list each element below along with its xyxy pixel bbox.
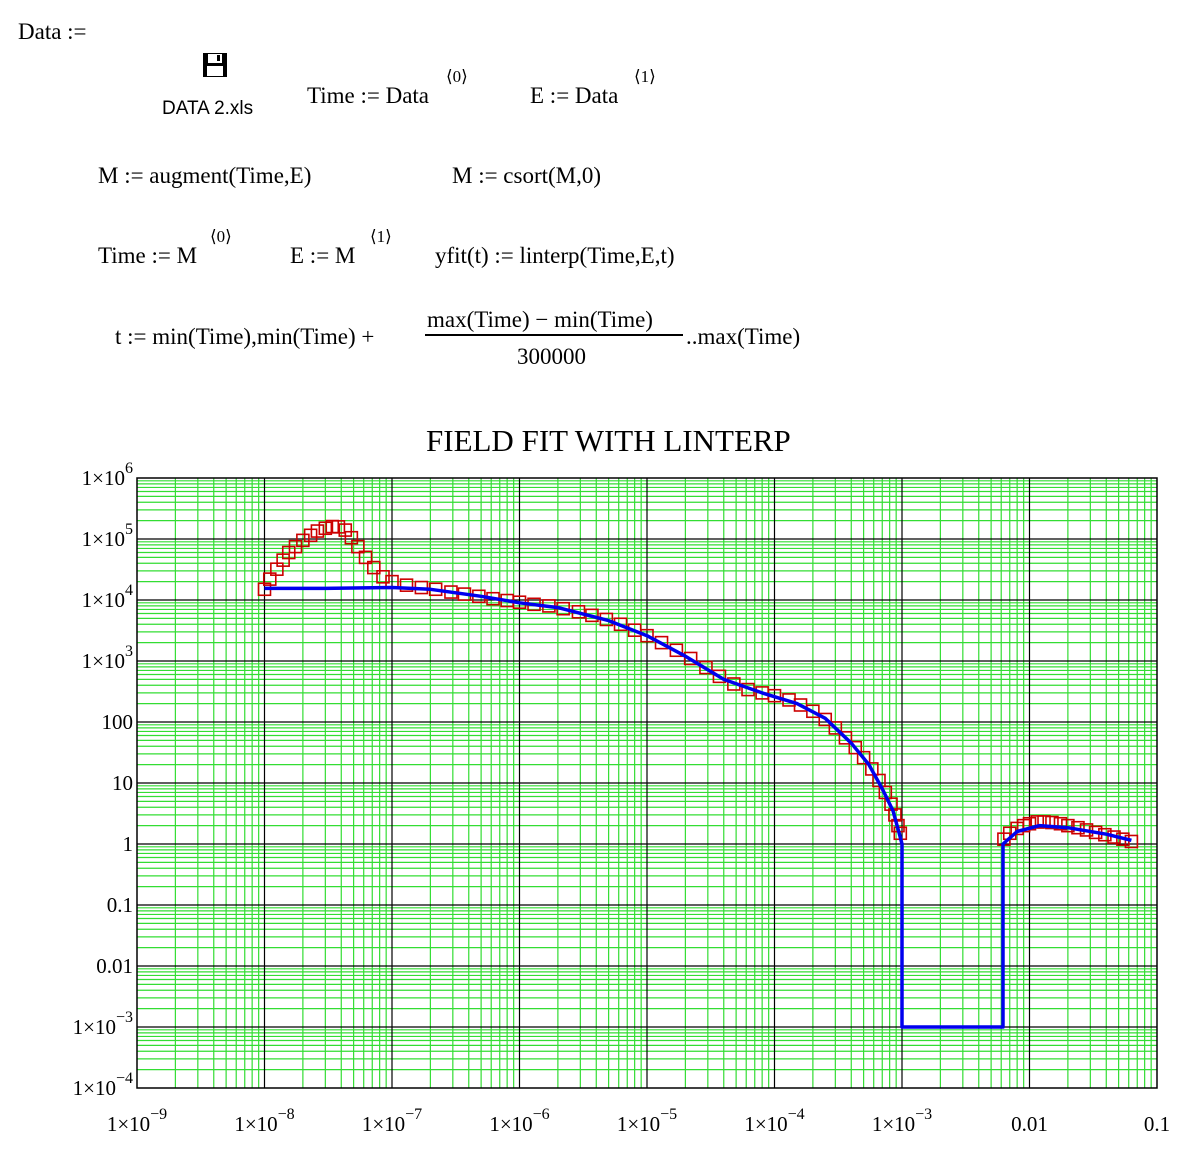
x-tick-label: 0.1 bbox=[1144, 1112, 1170, 1136]
y-tick-label: 0.1 bbox=[107, 893, 133, 917]
x-tick-label: 1×10−3 bbox=[872, 1106, 932, 1136]
data-marker bbox=[262, 572, 277, 586]
data-marker bbox=[1045, 815, 1059, 830]
data-marker bbox=[1037, 815, 1051, 829]
x-tick-label: 1×10−7 bbox=[362, 1106, 422, 1136]
data-marker bbox=[376, 570, 390, 584]
time-from-m-superscript: ⟨0⟩ bbox=[210, 227, 232, 246]
x-tick-label: 1×10−5 bbox=[617, 1106, 677, 1136]
e-definition-superscript: ⟨1⟩ bbox=[634, 67, 656, 86]
e-from-m-superscript: ⟨1⟩ bbox=[370, 227, 392, 246]
y-tick-label: 1 bbox=[123, 832, 134, 856]
data-marker bbox=[351, 539, 365, 554]
data-marker bbox=[654, 635, 669, 650]
data-marker bbox=[310, 524, 325, 538]
data-marker bbox=[838, 731, 853, 745]
y-tick-label: 1×106 bbox=[82, 460, 133, 490]
data-marker bbox=[296, 533, 310, 548]
data-marker bbox=[640, 628, 654, 643]
t-range-rhs: ..max(Time) bbox=[686, 324, 801, 349]
data-marker bbox=[1124, 834, 1139, 849]
y-tick-label: 1×104 bbox=[82, 582, 133, 612]
csort-definition: M := csort(M,0) bbox=[452, 163, 602, 188]
time-definition-superscript: ⟨0⟩ bbox=[446, 67, 468, 86]
y-tick-label: 1×10−3 bbox=[73, 1009, 133, 1039]
y-tick-label: 1×105 bbox=[82, 521, 133, 551]
data-marker bbox=[1053, 816, 1068, 831]
floppy-disk-icon[interactable] bbox=[202, 52, 228, 78]
data-marker bbox=[331, 520, 346, 534]
x-tick-label: 0.01 bbox=[1011, 1112, 1048, 1136]
data-marker bbox=[712, 669, 727, 684]
time-from-m-definition: Time := M bbox=[98, 243, 198, 268]
data-marker bbox=[806, 704, 820, 719]
data-marker bbox=[358, 550, 373, 565]
data-marker bbox=[683, 651, 698, 666]
file-name-label[interactable]: DATA 2.xls bbox=[162, 98, 254, 119]
data-marker bbox=[848, 740, 863, 755]
data-definition: Data := bbox=[18, 19, 87, 44]
data-marker bbox=[399, 578, 414, 592]
data-marker bbox=[669, 643, 684, 658]
y-tick-label: 0.01 bbox=[96, 954, 133, 978]
t-range-denominator: 300000 bbox=[517, 344, 586, 369]
chart-title: FIELD FIT WITH LINTERP bbox=[426, 423, 791, 458]
plot-frame bbox=[136, 477, 1158, 1089]
e-from-m-definition: E := M bbox=[290, 243, 356, 268]
data-marker bbox=[318, 521, 333, 536]
y-tick-label: 10 bbox=[112, 771, 133, 795]
x-tick-label: 1×10−4 bbox=[744, 1106, 804, 1136]
data-marker bbox=[818, 712, 833, 727]
e-definition: E := Data bbox=[530, 83, 619, 108]
data-marker bbox=[367, 560, 381, 575]
t-range-fraction-bar bbox=[425, 334, 683, 336]
data-marker bbox=[699, 660, 713, 675]
augment-definition: M := augment(Time,E) bbox=[98, 163, 312, 188]
t-range-numerator: max(Time) − min(Time) bbox=[427, 307, 653, 332]
data-marker bbox=[865, 762, 879, 776]
t-range-lhs: t := min(Time),min(Time) + bbox=[115, 324, 375, 349]
y-tick-label: 100 bbox=[102, 710, 134, 734]
x-tick-label: 1×10−6 bbox=[489, 1106, 549, 1136]
yfit-definition: yfit(t) := linterp(Time,E,t) bbox=[435, 243, 675, 268]
time-definition: Time := Data bbox=[307, 83, 430, 108]
data-marker bbox=[828, 721, 843, 735]
x-tick-label: 1×10−9 bbox=[107, 1106, 167, 1136]
y-tick-label: 1×103 bbox=[82, 643, 133, 673]
x-tick-label: 1×10−8 bbox=[234, 1106, 294, 1136]
data-marker bbox=[856, 750, 871, 765]
y-tick-label: 1×10−4 bbox=[73, 1070, 133, 1100]
fit-line bbox=[264, 585, 1132, 1029]
